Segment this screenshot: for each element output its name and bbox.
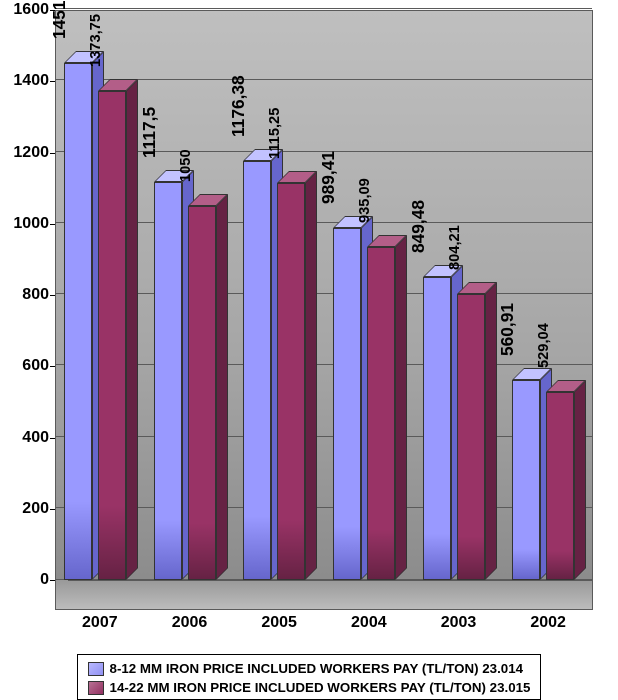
bar-front [367, 247, 395, 580]
plot-floor-edge [68, 580, 592, 581]
x-category-label: 2007 [60, 614, 140, 632]
bar-value-label: 529,04 [536, 323, 552, 368]
bar-series-2: 935,09 [367, 247, 395, 580]
legend: 8-12 MM IRON PRICE INCLUDED WORKERS PAY … [77, 654, 542, 700]
bar-series-1: 1451,56 [64, 63, 92, 580]
bar-front [243, 161, 271, 580]
bar-value-label: 804,21 [447, 225, 463, 270]
legend-label: 8-12 MM IRON PRICE INCLUDED WORKERS PAY … [110, 661, 524, 676]
bar-side [395, 235, 407, 580]
bar-front [64, 63, 92, 580]
bar-side [126, 79, 138, 580]
legend-label: 14-22 MM IRON PRICE INCLUDED WORKERS PAY… [110, 680, 531, 695]
chart-container: 02004006008001000120014001600 1451,56137… [0, 0, 618, 700]
bar-layer: 1451,561373,751117,510501176,381115,2598… [55, 10, 593, 580]
bar-series-2: 1373,75 [98, 91, 126, 580]
y-tick-label: 200 [22, 500, 49, 518]
bar-series-2: 1115,25 [277, 183, 305, 580]
bar-value-label: 849,48 [408, 200, 429, 253]
bar-series-2: 804,21 [457, 294, 485, 580]
bar-front [457, 294, 485, 580]
bar-front [98, 91, 126, 580]
bar-value-label: 1176,38 [228, 75, 249, 137]
y-tick-label: 400 [22, 429, 49, 447]
grid-line [56, 8, 592, 9]
y-tick-label: 600 [22, 357, 49, 375]
bar-value-label: 1373,75 [88, 14, 104, 67]
x-axis-labels: 2007 2006 2005 2004 2003 2002 [55, 614, 593, 638]
bar-front [188, 206, 216, 580]
bar-value-label: 560,91 [497, 303, 518, 356]
y-tick-label: 0 [40, 571, 49, 589]
y-tick-label: 1400 [13, 72, 49, 90]
bar-front [512, 380, 540, 580]
legend-swatch-series-1 [88, 662, 104, 676]
bar-series-1: 1176,38 [243, 161, 271, 580]
bar-side [305, 171, 317, 580]
bar-front [333, 228, 361, 580]
bar-side [485, 282, 497, 580]
bar-front [277, 183, 305, 580]
x-category-label: 2003 [419, 614, 499, 632]
y-tick-label: 1000 [13, 215, 49, 233]
plot-area: 1451,561373,751117,510501176,381115,2598… [55, 10, 593, 610]
legend-row: 8-12 MM IRON PRICE INCLUDED WORKERS PAY … [88, 659, 531, 678]
y-tick-label: 1200 [13, 144, 49, 162]
bar-value-label: 1117,5 [139, 107, 160, 158]
bar-series-1: 989,41 [333, 228, 361, 580]
x-category-label: 2005 [239, 614, 319, 632]
legend-row: 14-22 MM IRON PRICE INCLUDED WORKERS PAY… [88, 678, 531, 697]
y-tick-label: 800 [22, 286, 49, 304]
bar-series-1: 849,48 [423, 277, 451, 580]
bar-value-label: 989,41 [318, 151, 339, 204]
bar-value-label: 1115,25 [267, 107, 283, 158]
bar-series-1: 1117,5 [154, 182, 182, 580]
bar-value-label: 1050 [178, 149, 194, 182]
x-category-label: 2006 [150, 614, 230, 632]
x-category-label: 2004 [329, 614, 409, 632]
bar-value-label: 935,09 [357, 178, 373, 223]
bar-series-2: 529,04 [546, 392, 574, 580]
bar-series-2: 1050 [188, 206, 216, 580]
bar-front [154, 182, 182, 580]
bar-front [423, 277, 451, 580]
plot-floor [55, 580, 593, 610]
y-axis: 02004006008001000120014001600 [0, 10, 55, 610]
bar-side [574, 380, 586, 580]
bar-series-1: 560,91 [512, 380, 540, 580]
legend-swatch-series-2 [88, 681, 104, 695]
bar-front [546, 392, 574, 580]
y-tick-label: 1600 [13, 1, 49, 19]
x-category-label: 2002 [508, 614, 588, 632]
bar-side [216, 194, 228, 580]
bar-value-label: 1451,56 [49, 0, 70, 39]
chart-plot-wrap: 02004006008001000120014001600 1451,56137… [0, 0, 618, 652]
